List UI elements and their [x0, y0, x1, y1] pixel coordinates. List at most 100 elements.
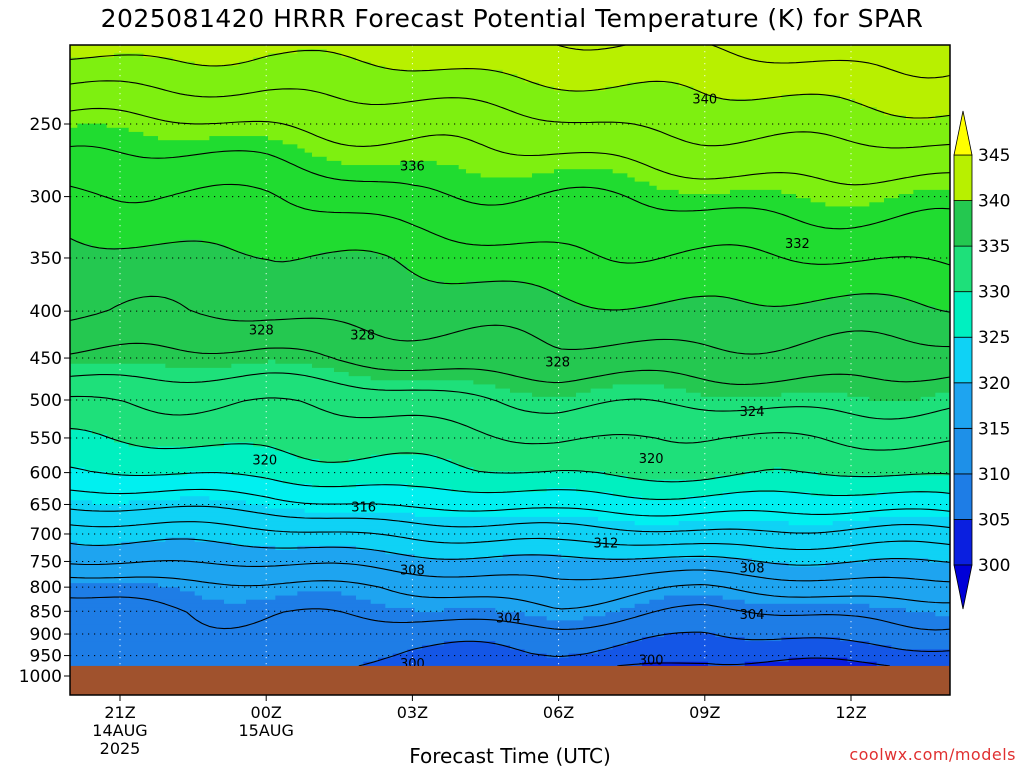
fill-cell: [385, 603, 636, 609]
fill-cell: [70, 649, 408, 655]
fill-cell: [70, 231, 950, 237]
fill-cell: [275, 446, 950, 452]
fill-cell: [590, 388, 687, 394]
fill-cell: [906, 607, 950, 613]
fill-cell: [876, 661, 950, 667]
fill-cell: [869, 202, 950, 208]
fill-cell: [796, 194, 900, 199]
fill-cell: [70, 620, 950, 626]
fill-cell: [70, 314, 950, 319]
fill-cell: [788, 521, 834, 526]
fill-cell: [686, 496, 950, 501]
fill-cell: [392, 256, 950, 261]
fill-cell: [649, 181, 950, 187]
fill-cell: [70, 65, 386, 71]
fill-cell: [576, 301, 658, 307]
fill-cell: [70, 599, 225, 605]
fill-cell: [268, 359, 276, 365]
fill-cell: [495, 384, 614, 390]
fill-cell: [70, 405, 950, 410]
fill-cell: [568, 653, 950, 659]
fill-cell: [165, 537, 196, 543]
fill-cell: [106, 123, 950, 129]
fill-cell: [869, 396, 922, 402]
colorbar-segment: [953, 200, 973, 247]
fill-cell: [70, 235, 950, 241]
fill-cell: [70, 111, 885, 116]
fill-cell: [744, 599, 950, 605]
fill-cell: [700, 90, 950, 96]
fill-cell: [539, 82, 628, 87]
contour-308: [70, 560, 950, 583]
x-tick-label: 06Z: [543, 703, 574, 722]
fill-cell: [70, 243, 93, 249]
colorbar-segment: [953, 473, 973, 520]
fill-cell: [77, 123, 108, 129]
contour-320: [70, 427, 950, 483]
y-tick-label: 450: [30, 349, 62, 369]
fill-cell: [781, 94, 841, 100]
fill-cell: [70, 264, 408, 270]
fill-cell: [854, 98, 950, 104]
fill-cell: [297, 144, 950, 150]
contour-label: 328: [545, 355, 570, 370]
fill-cell: [194, 61, 240, 67]
fill-cell: [70, 285, 540, 290]
fill-cell: [70, 148, 306, 154]
fill-cell: [114, 438, 950, 443]
fill-cell: [326, 49, 950, 54]
fill-cell: [810, 492, 878, 497]
fill-cell: [407, 483, 950, 489]
contour-label: 304: [496, 611, 521, 626]
y-tick-label: 300: [30, 188, 62, 208]
fill-cell: [70, 309, 950, 315]
fill-cell: [378, 251, 950, 257]
y-tick-label: 350: [30, 249, 62, 269]
fill-cell: [275, 595, 357, 601]
fill-cell: [70, 545, 276, 551]
fill-cell: [70, 165, 460, 170]
fill-cell: [70, 570, 950, 576]
fill-cell: [524, 78, 950, 83]
fill-cell: [77, 541, 122, 547]
fill-cell: [693, 86, 950, 92]
fill-cell: [627, 641, 870, 646]
fill-cell: [422, 645, 511, 650]
fill-cell: [224, 599, 247, 605]
fill-cell: [70, 458, 320, 464]
fill-cell: [224, 243, 950, 249]
fill-cell: [546, 616, 584, 621]
fill-cell: [70, 500, 93, 506]
colorbar: 300 305 310 315 320 325 330 335 340 345: [953, 110, 1010, 610]
fill-cell: [70, 181, 650, 187]
fill-cell: [510, 388, 592, 394]
colorbar-segment: [953, 382, 973, 429]
fill-cell: [348, 458, 452, 464]
fill-cell: [246, 599, 372, 605]
contour-314: [70, 505, 950, 534]
fill-cell: [84, 467, 474, 472]
fill-cell: [238, 61, 372, 67]
fill-cell: [752, 558, 870, 564]
fill-cell: [70, 289, 555, 294]
fill-cell: [180, 239, 203, 245]
contour-310: [70, 538, 950, 566]
contour-label: 328: [249, 324, 274, 339]
fill-cell: [627, 475, 716, 481]
fill-cell: [70, 305, 592, 311]
fill-cell: [935, 392, 950, 398]
x-tick-label: 12Z: [835, 703, 866, 722]
fill-cell: [70, 429, 93, 435]
fill-cell: [70, 487, 452, 493]
fill-cell: [312, 152, 950, 158]
colorbar-label: 340: [978, 192, 1010, 212]
fill-cell: [128, 442, 225, 448]
fill-cell: [70, 425, 950, 431]
fill-cell: [70, 251, 247, 257]
fill-cell: [825, 297, 907, 303]
fill-cell: [700, 392, 782, 398]
fill-cell: [678, 189, 731, 195]
colorbar-segment: [953, 154, 973, 201]
contour-302: [358, 631, 950, 667]
